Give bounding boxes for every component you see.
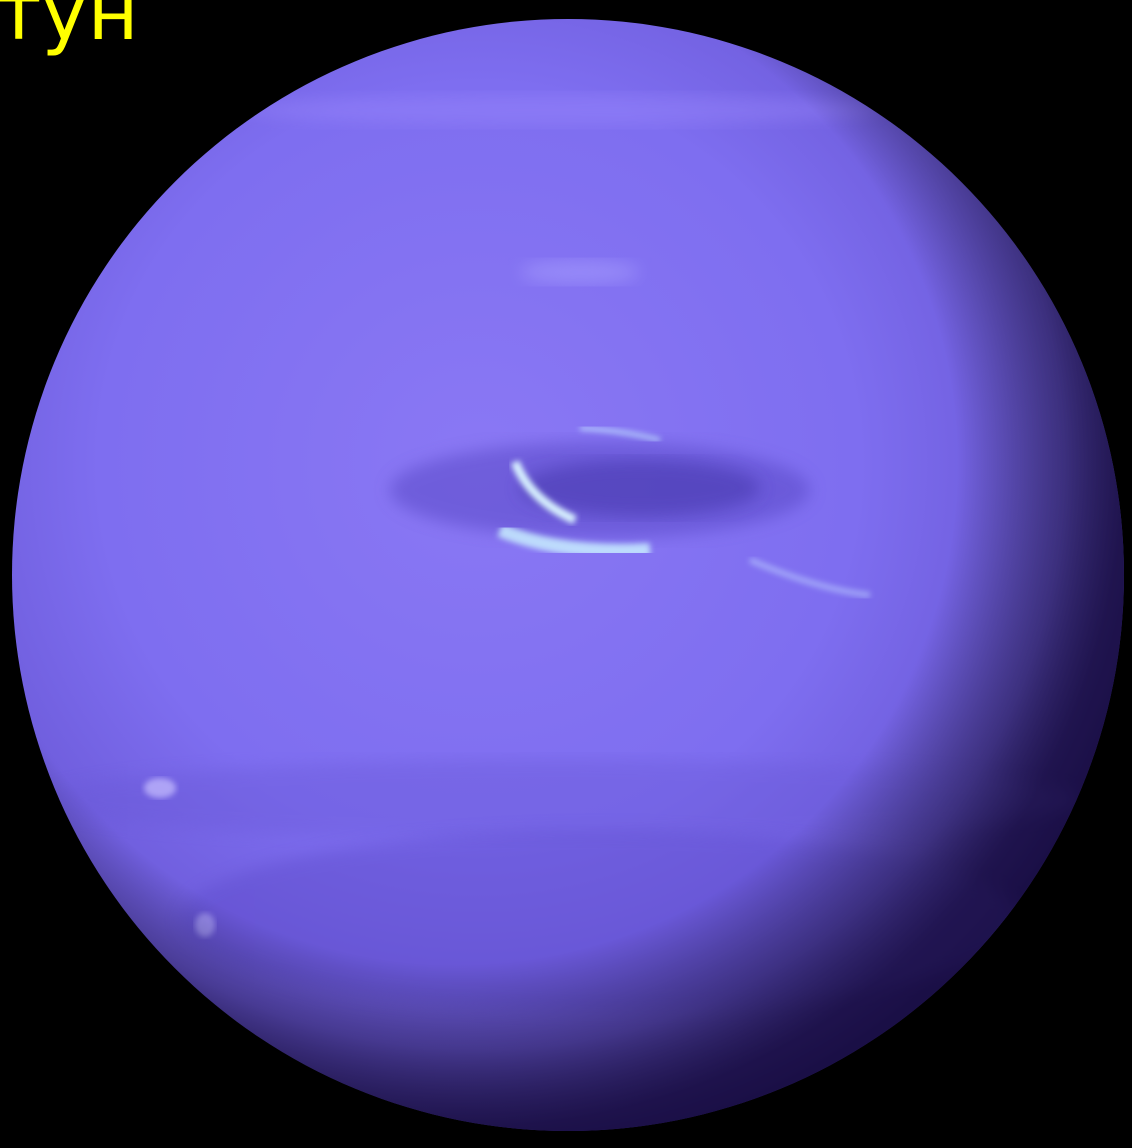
- limb-darkening: [12, 19, 1124, 1131]
- caption: тун: [0, 0, 139, 58]
